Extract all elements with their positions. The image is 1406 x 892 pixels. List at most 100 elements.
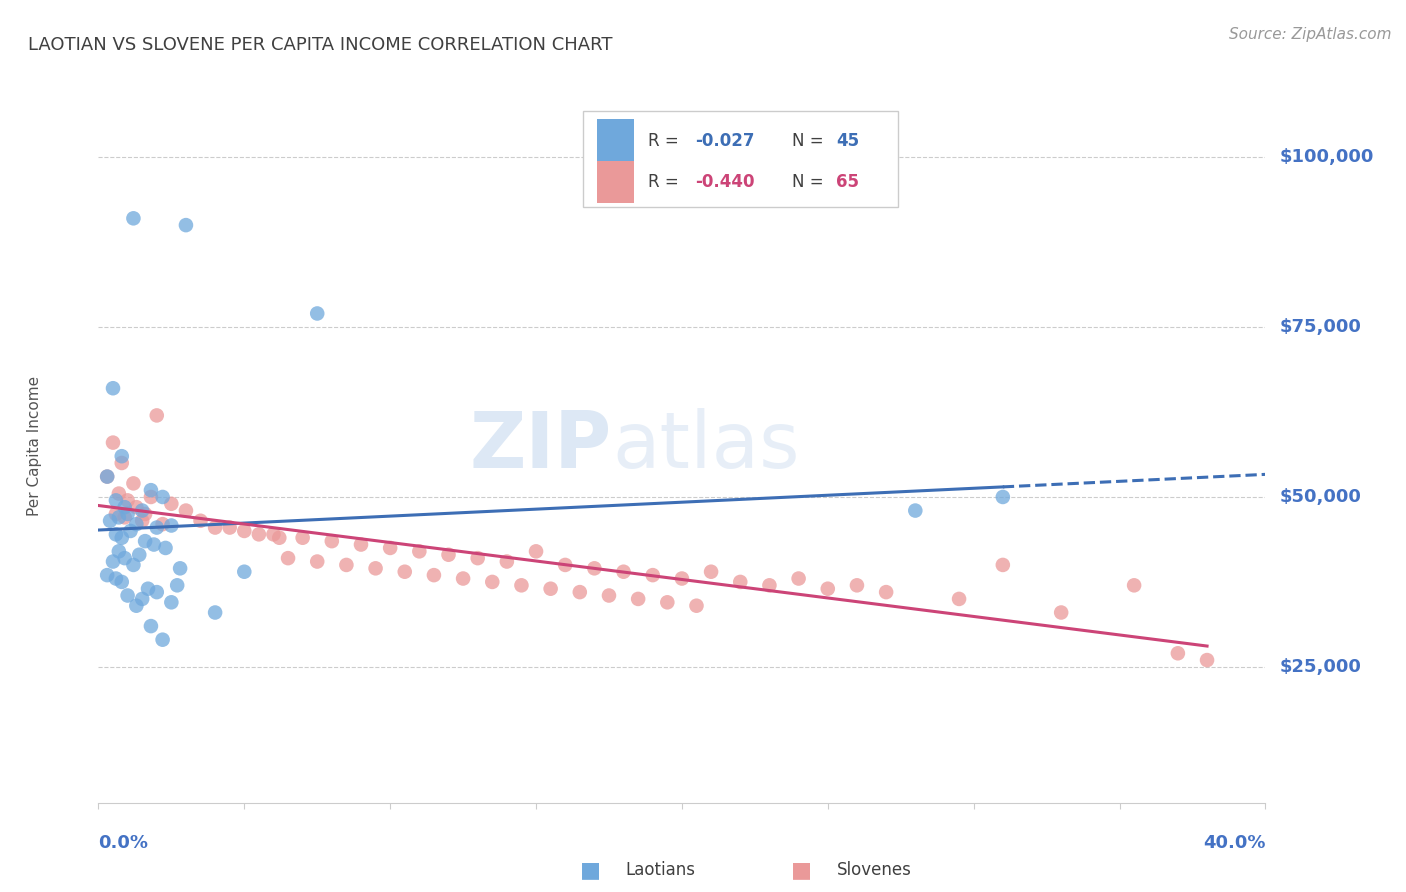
Point xyxy=(146,585,169,599)
Point xyxy=(128,548,150,562)
Point xyxy=(117,507,139,521)
Point xyxy=(875,585,897,599)
Text: R =: R = xyxy=(648,173,685,191)
Point xyxy=(122,558,145,572)
Text: $25,000: $25,000 xyxy=(1279,658,1361,676)
Point xyxy=(1050,606,1073,620)
Point xyxy=(204,520,226,534)
Point xyxy=(423,568,446,582)
Point xyxy=(437,548,460,562)
Point xyxy=(120,524,142,538)
Text: Slovenes: Slovenes xyxy=(837,861,911,879)
Point xyxy=(160,595,183,609)
Point xyxy=(627,591,650,606)
Point xyxy=(122,476,145,491)
Point xyxy=(598,589,620,603)
Point xyxy=(125,500,148,515)
Text: 45: 45 xyxy=(837,132,859,150)
Text: ■: ■ xyxy=(792,860,811,880)
Point xyxy=(307,306,329,320)
Point xyxy=(98,514,121,528)
Point xyxy=(108,486,131,500)
Point xyxy=(728,574,751,589)
Point xyxy=(583,561,606,575)
Point xyxy=(408,544,430,558)
Point xyxy=(671,572,693,586)
Point xyxy=(146,409,169,423)
Point xyxy=(96,469,118,483)
Text: 40.0%: 40.0% xyxy=(1204,834,1265,852)
Point xyxy=(169,561,191,575)
Point xyxy=(233,565,256,579)
Text: ■: ■ xyxy=(581,860,600,880)
Text: -0.440: -0.440 xyxy=(695,173,754,191)
Text: $75,000: $75,000 xyxy=(1279,318,1361,336)
Point xyxy=(114,551,136,566)
Point xyxy=(104,527,127,541)
Point xyxy=(364,561,387,575)
Point xyxy=(269,531,291,545)
Point xyxy=(350,537,373,551)
Point xyxy=(787,572,810,586)
Point xyxy=(104,507,127,521)
Point xyxy=(467,551,489,566)
Point xyxy=(152,632,174,647)
Point xyxy=(335,558,357,572)
Point xyxy=(101,555,124,569)
Point xyxy=(160,497,183,511)
Point xyxy=(657,595,679,609)
Point xyxy=(700,565,723,579)
Point xyxy=(136,582,159,596)
Text: -0.027: -0.027 xyxy=(695,132,754,150)
Point xyxy=(641,568,664,582)
Point xyxy=(685,599,707,613)
FancyBboxPatch shape xyxy=(596,120,634,162)
Point xyxy=(155,541,177,555)
Text: Laotians: Laotians xyxy=(626,861,696,879)
Point xyxy=(96,469,118,483)
Point xyxy=(1123,578,1146,592)
Point xyxy=(142,537,165,551)
Point xyxy=(174,218,197,232)
Point xyxy=(111,449,134,463)
Point xyxy=(307,555,329,569)
Point xyxy=(131,591,153,606)
Point xyxy=(291,531,314,545)
Point xyxy=(117,589,139,603)
Point xyxy=(262,527,284,541)
Point xyxy=(378,541,402,555)
Point xyxy=(451,572,474,586)
Point xyxy=(104,493,127,508)
Point xyxy=(524,544,547,558)
Point xyxy=(612,565,634,579)
Point xyxy=(554,558,576,572)
Point xyxy=(233,524,256,538)
Point xyxy=(139,483,162,498)
Point xyxy=(104,572,127,586)
Point xyxy=(845,578,868,592)
Text: N =: N = xyxy=(792,173,828,191)
Point xyxy=(125,599,148,613)
Point xyxy=(146,520,169,534)
Point xyxy=(1195,653,1218,667)
Text: 0.0%: 0.0% xyxy=(98,834,149,852)
Point xyxy=(139,490,162,504)
Point xyxy=(758,578,780,592)
Point xyxy=(247,527,270,541)
Point xyxy=(114,510,136,524)
Point xyxy=(568,585,591,599)
Text: atlas: atlas xyxy=(612,408,800,484)
Point xyxy=(152,517,174,532)
Point xyxy=(166,578,188,592)
Text: N =: N = xyxy=(792,132,828,150)
Text: Per Capita Income: Per Capita Income xyxy=(27,376,42,516)
Text: $100,000: $100,000 xyxy=(1279,148,1374,166)
Point xyxy=(114,500,136,515)
Point xyxy=(394,565,416,579)
Text: $50,000: $50,000 xyxy=(1279,488,1361,506)
Text: R =: R = xyxy=(648,132,685,150)
Point xyxy=(108,510,131,524)
Text: Source: ZipAtlas.com: Source: ZipAtlas.com xyxy=(1229,27,1392,42)
FancyBboxPatch shape xyxy=(596,161,634,203)
Point xyxy=(96,568,118,582)
